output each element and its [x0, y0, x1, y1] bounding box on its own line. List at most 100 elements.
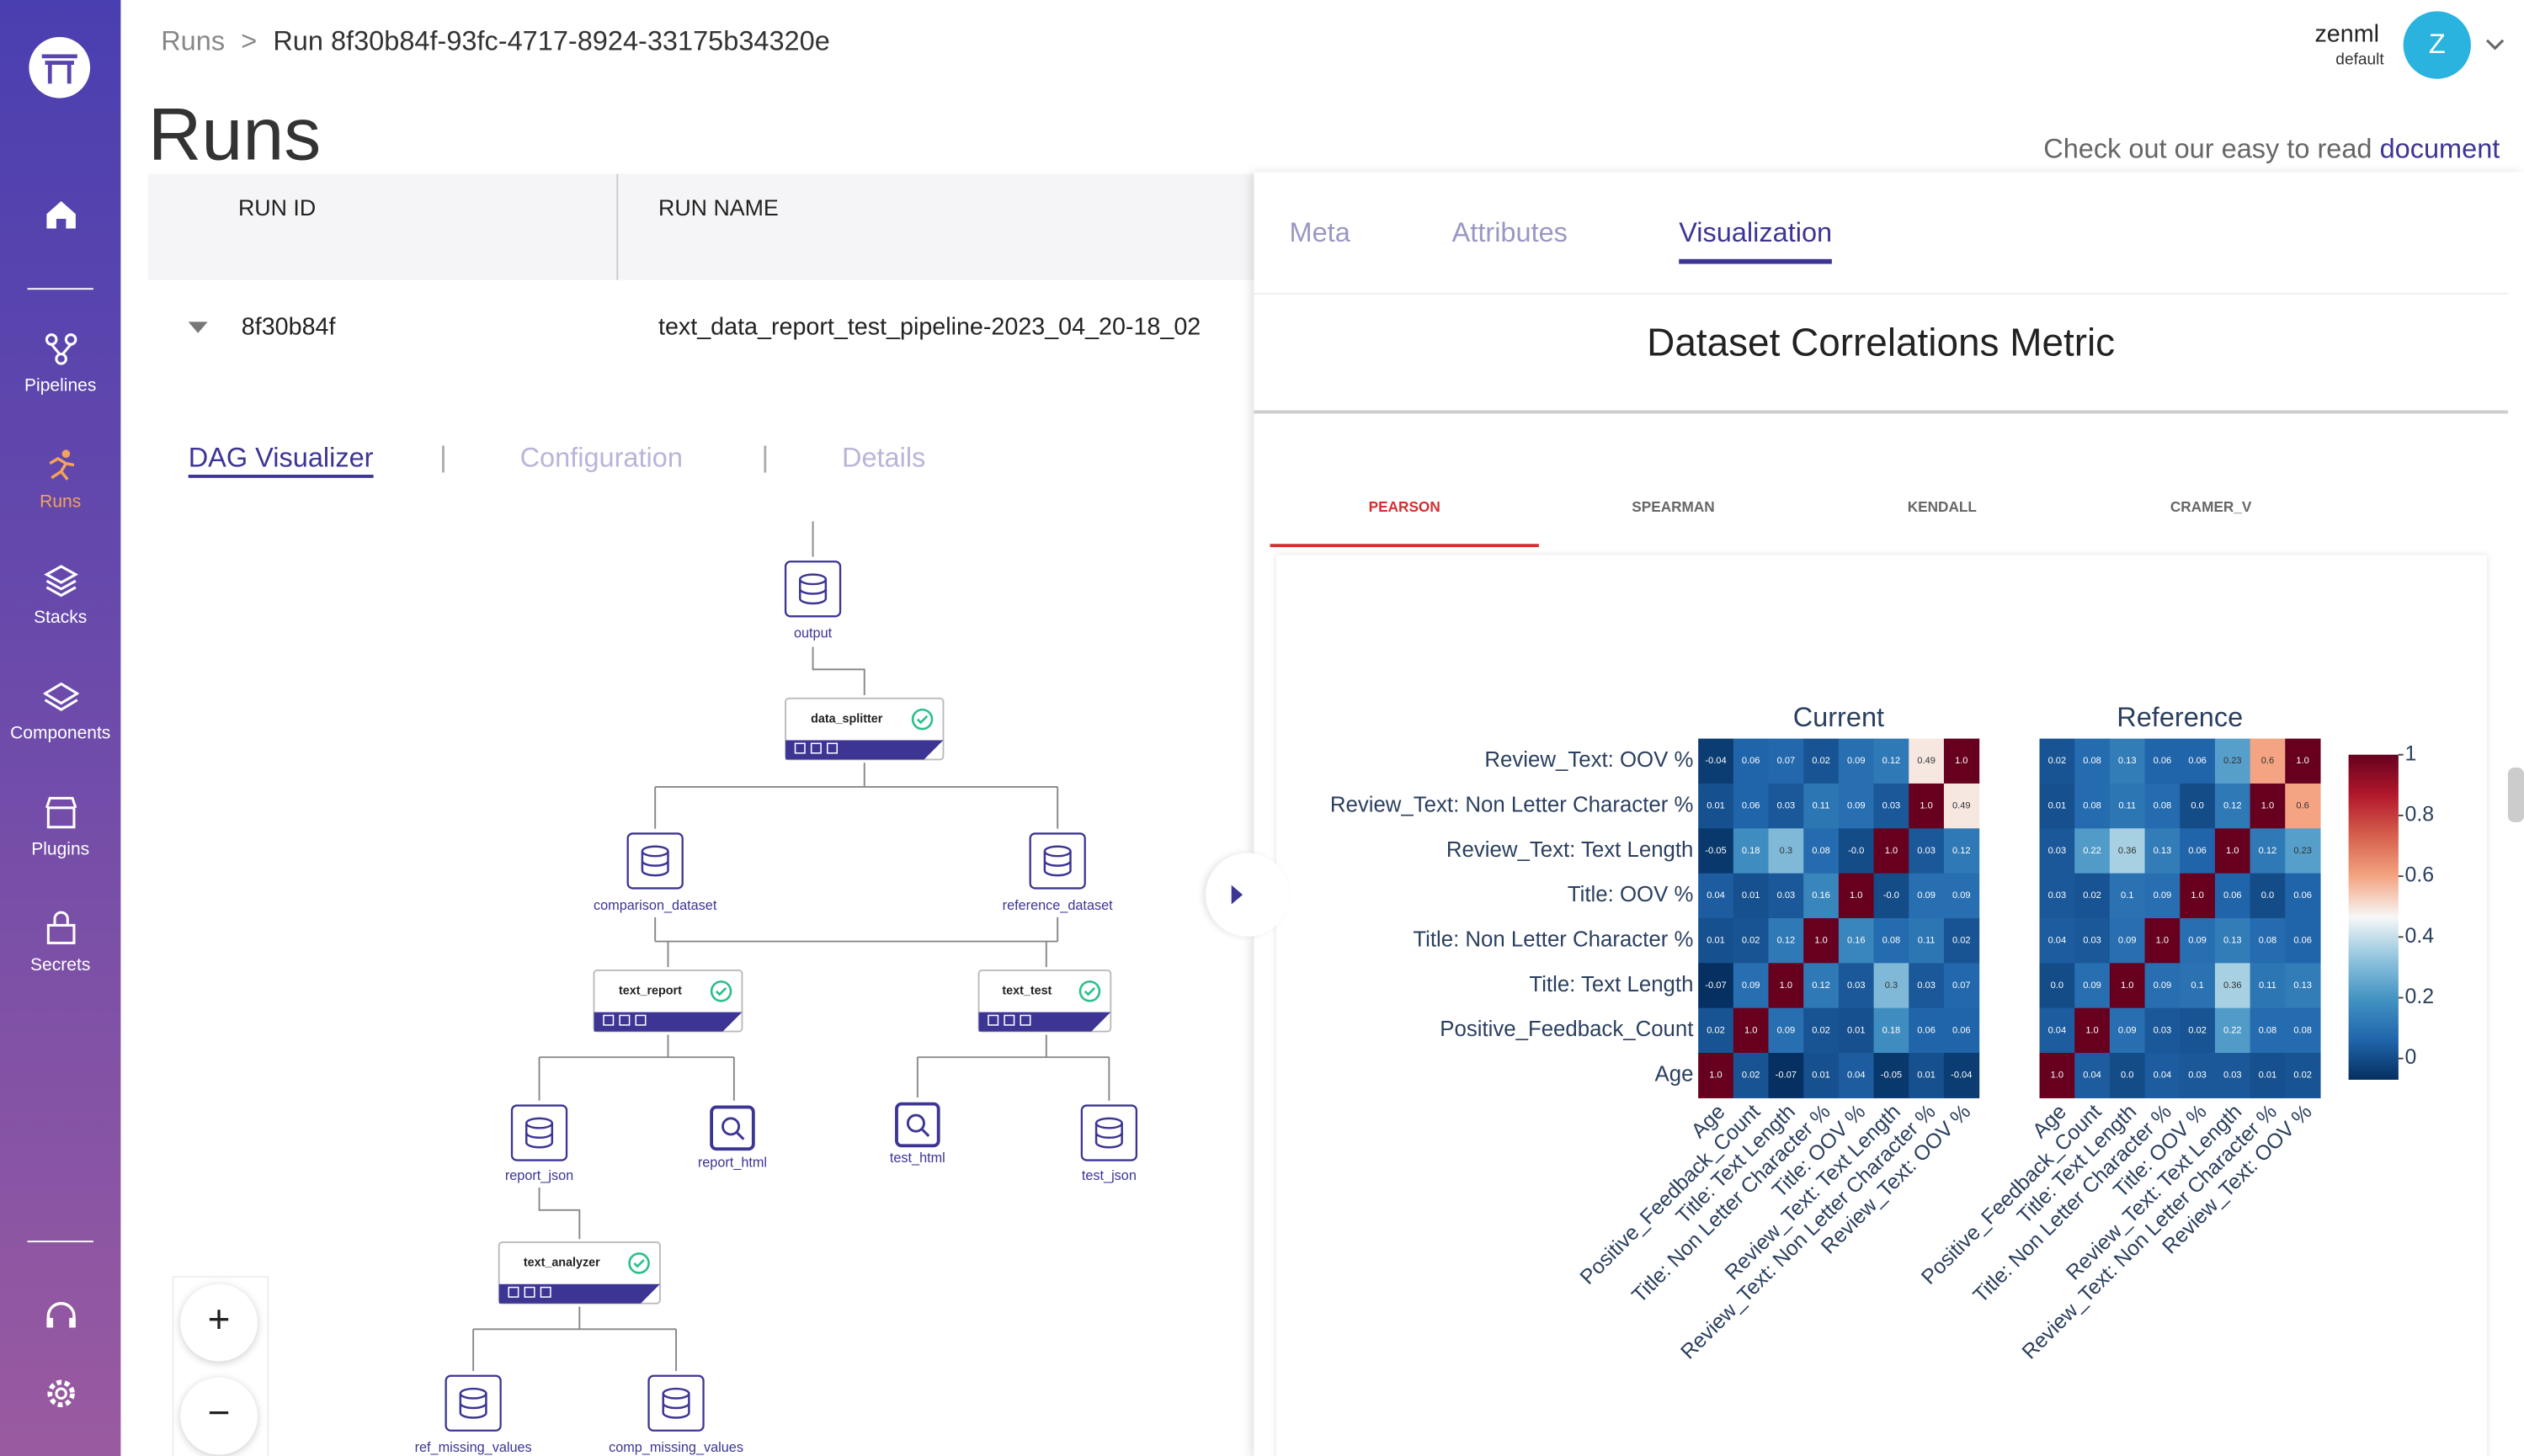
heatmap-cell [1768, 963, 1804, 1009]
breadcrumb-current: Run 8f30b84f-93fc-4717-8924-33175b34320e [273, 25, 830, 56]
heatmap-cell [2074, 917, 2111, 964]
expand-toggle[interactable] [187, 320, 210, 334]
nav-item[interactable]: Stacks [0, 563, 120, 628]
heatmap-cell [1873, 917, 1909, 964]
artifact-label: output [794, 626, 833, 641]
heatmap-cell [2285, 738, 2321, 784]
db-icon [459, 1393, 487, 1419]
colorbar-label: 0 [2405, 1046, 2417, 1069]
panel-tab[interactable]: Meta [1289, 217, 1350, 248]
heatmap-cell [1803, 828, 1840, 874]
cell-label: 1.0 [1955, 756, 1968, 766]
collapse-button[interactable] [1206, 853, 1290, 937]
heatmap-cell [1768, 828, 1804, 874]
step-icon [827, 742, 839, 754]
step-bar [594, 1012, 743, 1032]
artifact-box [1029, 832, 1086, 890]
heatmap-cell [2074, 963, 2111, 1009]
cell-label: 0.03 [1847, 980, 1866, 991]
cell-label: -0.0 [1848, 846, 1864, 856]
support-icon[interactable] [44, 1299, 79, 1334]
y-label: Title: Text Length [1529, 973, 1693, 996]
colorbar [2348, 754, 2399, 1080]
heatmap-cell [2250, 963, 2286, 1009]
cell-label: 1.0 [2085, 1025, 2098, 1035]
heatmap-cell [1733, 873, 1770, 919]
nav-label: Plugins [31, 840, 90, 860]
heatmap-cell [1909, 873, 1945, 919]
cell-label: -0.05 [1705, 846, 1726, 856]
heatmap-cell [2250, 738, 2286, 784]
cell-label: 0.12 [1882, 756, 1901, 766]
doc-link[interactable]: document [2379, 133, 2500, 165]
cell-label: 0.01 [2048, 801, 2067, 811]
breadcrumb-link[interactable]: Runs [161, 25, 226, 56]
run-id: 8f30b84f [241, 313, 336, 342]
cell-label: 0.01 [1742, 890, 1760, 901]
nav-item[interactable]: Secrets [0, 911, 120, 975]
tab[interactable]: DAG Visualizer [188, 443, 374, 478]
method-tab[interactable]: SPEARMAN [1632, 498, 1715, 515]
tab[interactable]: Details [841, 442, 926, 474]
cell-label: 0.03 [1777, 890, 1796, 901]
heatmap-cell [2214, 1053, 2251, 1098]
heatmap-cell [2285, 963, 2321, 1009]
viz-icon [906, 1113, 925, 1133]
cell-label: 0.04 [2048, 1025, 2067, 1035]
heatmap-cell [1909, 963, 1945, 1009]
cell-label: 1.0 [2296, 756, 2308, 766]
heatmap-cell [2074, 738, 2111, 784]
method-tab[interactable]: PEARSON [1368, 498, 1440, 515]
chevron[interactable] [2485, 37, 2505, 53]
method-tab[interactable]: KENDALL [1907, 498, 1977, 515]
heatmap-cell [2285, 1007, 2321, 1054]
nav-item[interactable]: Runs [0, 448, 120, 512]
cell-label: 0.03 [2223, 1071, 2242, 1081]
nav-item[interactable]: Components [0, 679, 120, 743]
settings-icon[interactable] [44, 1376, 79, 1411]
heatmap-cell [1838, 917, 1875, 964]
nav-item[interactable]: Plugins [0, 795, 120, 859]
cell-label: 0.03 [2048, 890, 2067, 901]
step-icon [619, 1014, 631, 1026]
db-icon [799, 579, 828, 605]
heatmap-cell [2109, 917, 2146, 964]
zoom-out[interactable]: − [180, 1377, 258, 1455]
cell-label: 0.13 [2118, 756, 2137, 766]
heatmap-cell [2109, 738, 2146, 784]
heatmap-cell [1943, 1053, 1980, 1098]
heatmap-cell [2039, 873, 2075, 919]
cell-label: 0.03 [2083, 936, 2101, 946]
step-icon [603, 1014, 615, 1026]
tab[interactable]: Configuration [519, 442, 683, 474]
cell-label: 0.36 [2223, 980, 2242, 991]
heatmap-cell [1698, 963, 1734, 1009]
heatmap-cell [1768, 1007, 1804, 1054]
heatmap-cell [1698, 873, 1734, 919]
avatar[interactable]: Z [2403, 11, 2471, 79]
nav-item[interactable]: Pipelines [0, 332, 120, 396]
heatmap-cell [2214, 783, 2251, 829]
home-icon[interactable] [44, 196, 79, 231]
heatmap-cell [1909, 738, 1945, 784]
cell-label: 0.04 [2083, 1071, 2101, 1081]
panel-tab[interactable]: Attributes [1451, 217, 1568, 248]
step-icon [1004, 1014, 1015, 1026]
db-icon [525, 1123, 554, 1149]
heatmap-cell [1838, 1007, 1875, 1054]
heatmap-cell [1943, 738, 1980, 784]
cell-label: 1.0 [1744, 1025, 1757, 1035]
zoom-in[interactable]: + [180, 1283, 258, 1362]
artifact-box [710, 1105, 755, 1151]
cell-label: 0.1 [2121, 890, 2133, 901]
heatmap-cell [1943, 917, 1980, 964]
method-tab[interactable]: CRAMER_V [2170, 498, 2252, 515]
column-header: RUN NAME [658, 194, 779, 221]
cell-label: 0.08 [2154, 801, 2172, 811]
column-header: RUN ID [237, 194, 317, 221]
cell-label: 0.09 [2154, 890, 2172, 901]
panel-tab[interactable]: Visualization [1679, 217, 1833, 264]
cell-label: 0.0 [2261, 890, 2274, 901]
nav-label: Secrets [30, 955, 91, 975]
cell-label: 0.02 [2048, 756, 2067, 766]
